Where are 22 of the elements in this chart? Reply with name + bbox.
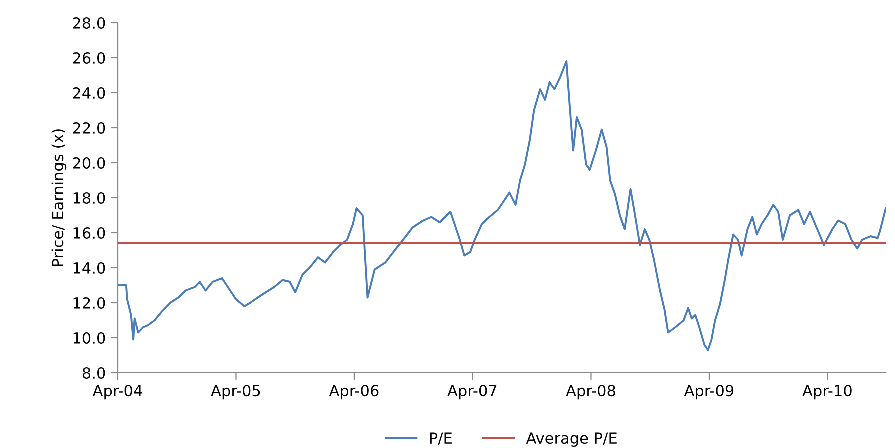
y-tick-label: 26.0	[73, 52, 106, 64]
y-tick-label: 18.0	[74, 192, 106, 204]
legend-label: P/E	[430, 432, 452, 446]
x-tick-label: Apr-10	[802, 385, 852, 400]
y-axis-title: Price/ Earnings (x)	[52, 130, 67, 266]
y-tick-label: 20.0	[73, 157, 106, 170]
y-tick-label: 28.0	[73, 17, 106, 30]
x-tick-label: Apr-04	[92, 385, 142, 400]
legend-label: Average P/E	[526, 432, 617, 448]
y-tick-label: 22.0	[73, 122, 106, 134]
y-tick-label: 24.0	[73, 87, 106, 100]
y-tick-label: 10.0	[74, 332, 106, 344]
x-tick-label: Apr-09	[684, 385, 734, 400]
y-tick-label: 16.0	[74, 227, 106, 240]
y-tick-label: 12.0	[74, 297, 106, 310]
x-tick-label: Apr-08	[566, 385, 616, 400]
x-tick-label: Apr-05	[211, 385, 260, 400]
x-tick-label: Apr-07	[448, 385, 497, 400]
y-tick-label: 14.0	[74, 262, 106, 274]
y-tick-label: 8.0	[82, 367, 106, 380]
line-series	[118, 60, 886, 352]
x-tick-label: Apr-06	[329, 385, 379, 400]
